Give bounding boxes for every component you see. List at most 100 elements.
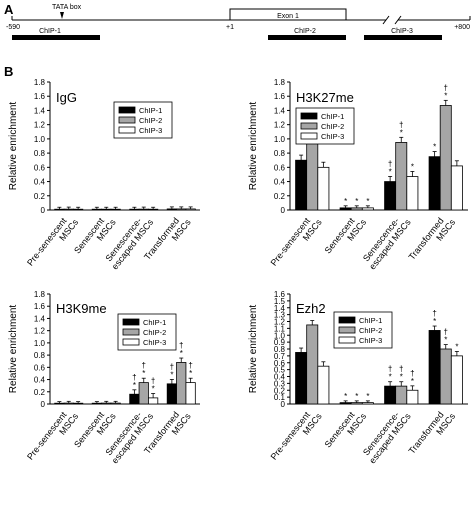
bar-chip-1 <box>166 208 177 211</box>
bar-chip-3 <box>73 208 84 211</box>
chart-title: IgG <box>56 90 77 105</box>
y-tick-label: 1.8 <box>34 78 46 87</box>
bar-chip-2 <box>439 105 452 211</box>
significance-mark: * <box>366 197 369 206</box>
left-coord-label: -590 <box>6 24 20 31</box>
y-tick-label: 0.8 <box>274 149 286 158</box>
significance-mark: * <box>355 197 358 206</box>
y-tick-label: 0.3 <box>274 379 286 388</box>
y-tick-label: 0.8 <box>274 345 286 354</box>
significance-mark: † <box>132 373 136 382</box>
legend-label-chip-3: ChIP-3 <box>321 132 344 141</box>
y-tick-label: 0.8 <box>34 149 46 158</box>
y-tick-label: 0.9 <box>274 338 286 347</box>
significance-mark: * <box>400 373 403 382</box>
y-tick-label: 0.2 <box>34 388 46 397</box>
bar-chip-2 <box>350 402 363 405</box>
bar-chip-2 <box>176 362 187 405</box>
panel-a-letter: A <box>4 2 14 17</box>
category-label: Senescence-escaped MSCs <box>359 211 413 272</box>
plus-one-label: +1 <box>226 24 234 31</box>
legend-swatch-chip-2 <box>300 122 318 130</box>
significance-mark: * <box>152 384 155 393</box>
bar-chip-2 <box>138 382 149 405</box>
bar-chip-2 <box>63 208 74 211</box>
significance-mark: † <box>410 369 414 378</box>
legend-swatch-chip-3 <box>300 132 318 140</box>
significance-mark: * <box>180 349 183 358</box>
legend-label-chip-2: ChIP-2 <box>359 326 382 335</box>
category-label: Pre-senescentMSCs <box>25 405 80 468</box>
y-tick-label: 1.2 <box>34 327 46 336</box>
significance-mark: † <box>142 361 146 370</box>
y-tick-label: 1.4 <box>34 314 46 323</box>
bar-chip-1 <box>295 352 308 405</box>
panel-a: A -590 TATA box +1 Exon 1 +800 ChIP-1 Ch… <box>4 2 471 40</box>
y-tick-label: 1.8 <box>274 78 286 87</box>
legend-swatch-chip-2 <box>122 328 140 336</box>
significance-mark: * <box>344 392 347 401</box>
significance-mark: * <box>355 392 358 401</box>
bar-chip-1 <box>129 393 140 405</box>
y-tick-label: 1.6 <box>274 290 286 299</box>
y-tick-label: 1.0 <box>34 135 46 144</box>
legend-label-chip-1: ChIP-1 <box>321 112 344 121</box>
y-tick-label: 0.4 <box>274 178 286 187</box>
bar-chip-2 <box>101 402 112 405</box>
significance-mark: * <box>444 91 447 100</box>
significance-mark: † <box>388 365 392 374</box>
bar-chip-1 <box>428 330 441 405</box>
legend-label-chip-2: ChIP-2 <box>139 116 162 125</box>
bar-chip-1 <box>295 159 308 211</box>
legend-swatch-chip-2 <box>338 326 356 334</box>
significance-mark: † <box>388 159 392 168</box>
y-tick-label: 0.6 <box>34 363 46 372</box>
significance-mark: * <box>344 197 347 206</box>
y-tick-label: 0.5 <box>274 366 286 375</box>
bar-chip-2 <box>63 402 74 405</box>
bar-chip-1 <box>384 181 397 211</box>
significance-mark: † <box>444 328 448 337</box>
legend-label-chip-1: ChIP-1 <box>359 316 382 325</box>
bar-chip-2 <box>138 208 149 211</box>
chart-title: Ezh2 <box>296 301 326 316</box>
bar-chip-1 <box>384 385 397 405</box>
significance-mark: * <box>433 143 436 152</box>
significance-mark: * <box>366 392 369 401</box>
significance-mark: † <box>432 309 436 318</box>
y-tick-label: 0.1 <box>274 393 286 402</box>
bar-chip-2 <box>395 142 408 211</box>
legend-swatch-chip-1 <box>118 106 136 114</box>
y-tick-label: 0.2 <box>274 386 286 395</box>
legend-label-chip-2: ChIP-2 <box>143 328 166 337</box>
bar-chip-3 <box>317 166 330 211</box>
significance-mark: * <box>189 369 192 378</box>
y-tick-label: 1.4 <box>274 304 286 313</box>
y-tick-label: 0 <box>281 206 286 215</box>
y-tick-label: 1.4 <box>274 106 286 115</box>
bar-chip-3 <box>110 402 121 405</box>
y-tick-label: 1.1 <box>274 324 286 333</box>
category-label: Pre-senescentMSCs <box>269 211 324 274</box>
legend-label-chip-3: ChIP-3 <box>143 338 166 347</box>
legend-swatch-chip-3 <box>122 338 140 346</box>
y-tick-label: 1.6 <box>34 92 46 101</box>
significance-mark: * <box>389 167 392 176</box>
legend-swatch-chip-3 <box>338 336 356 344</box>
y-tick-label: 0.4 <box>34 178 46 187</box>
category-label: Senescence-escaped MSCs <box>359 405 413 466</box>
y-tick-label: 0.8 <box>34 351 46 360</box>
significance-mark: † <box>170 362 174 371</box>
y-tick-label: 1.0 <box>274 331 286 340</box>
y-tick-label: 1.2 <box>34 121 46 130</box>
significance-mark: † <box>444 83 448 92</box>
chart-h3k9me: Relative enrichment 0 0.2 0.4 0.6 0.8 1.0 1.2 1.… <box>8 290 200 468</box>
bar-chip-3 <box>361 207 374 211</box>
y-tick-label: 1.8 <box>34 290 46 299</box>
significance-mark: * <box>411 162 414 171</box>
bar-chip-3 <box>148 208 159 211</box>
category-label: TransformedMSCs <box>407 211 458 268</box>
significance-mark: * <box>455 342 458 351</box>
bar-chip-3 <box>406 389 419 405</box>
chip-2-region <box>268 35 346 40</box>
